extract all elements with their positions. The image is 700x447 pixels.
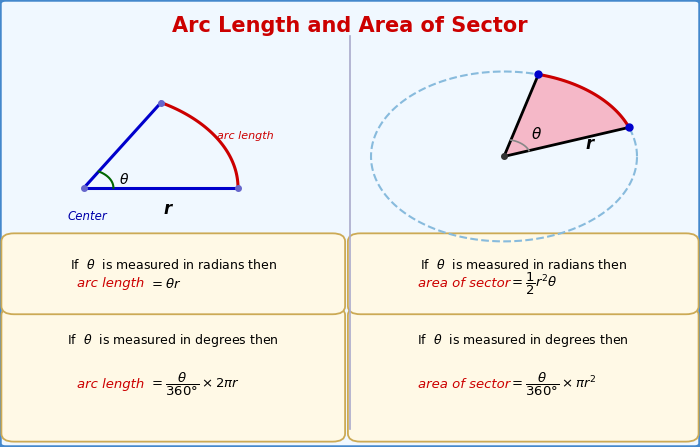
Text: θ: θ [531,127,541,142]
FancyBboxPatch shape [348,233,699,314]
FancyBboxPatch shape [348,307,699,442]
Text: arc length: arc length [76,378,144,391]
Text: arc length: arc length [76,277,144,291]
Text: $=\dfrac{\theta}{360°}\times \pi r^2$: $=\dfrac{\theta}{360°}\times \pi r^2$ [510,371,596,398]
Text: If  $\theta$  is measured in degrees then: If $\theta$ is measured in degrees then [67,332,279,349]
Text: If  $\theta$  is measured in degrees then: If $\theta$ is measured in degrees then [417,332,629,349]
Text: If  $\theta$  is measured in radians then: If $\theta$ is measured in radians then [69,258,277,272]
Text: If  $\theta$  is measured in radians then: If $\theta$ is measured in radians then [419,258,627,272]
Text: arc length: arc length [217,131,274,141]
Text: $=\dfrac{\theta}{360°}\times 2\pi r$: $=\dfrac{\theta}{360°}\times 2\pi r$ [148,371,239,398]
FancyBboxPatch shape [1,233,345,314]
Text: Arc Length and Area of Sector: Arc Length and Area of Sector [172,16,528,36]
Text: $=\dfrac{1}{2} r^2\theta$: $=\dfrac{1}{2} r^2\theta$ [510,271,558,297]
Text: θ: θ [120,173,128,187]
Text: r: r [586,135,594,153]
Text: area of sector: area of sector [418,277,510,291]
Text: area of sector: area of sector [418,378,510,391]
Wedge shape [504,74,629,156]
Text: Center: Center [68,210,107,223]
FancyBboxPatch shape [1,307,345,442]
Text: $= \theta r$: $= \theta r$ [148,277,181,291]
Text: r: r [164,200,172,218]
